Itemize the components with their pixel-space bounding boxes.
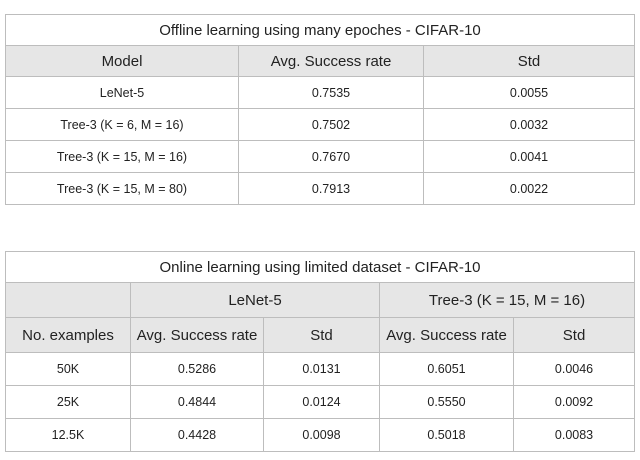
column-header-model: Model	[5, 45, 239, 77]
group-header-lenet: LeNet-5	[130, 282, 380, 318]
column-header-no-examples: No. examples	[5, 317, 131, 353]
table-row: 12.5K 0.4428 0.0098 0.5018 0.0083	[5, 418, 636, 452]
column-header-std: Std	[263, 317, 380, 353]
std-cell: 0.0046	[512, 352, 636, 386]
success-rate-cell: 0.5018	[379, 418, 514, 452]
std-cell: 0.0083	[512, 418, 636, 452]
std-cell: 0.0055	[422, 76, 636, 109]
model-cell: Tree-3 (K = 15, M = 80)	[5, 172, 239, 205]
column-header-avg-success-rate: Avg. Success rate	[379, 317, 514, 353]
success-rate-cell: 0.4428	[130, 418, 264, 452]
online-learning-table: Online learning using limited dataset - …	[4, 251, 636, 452]
success-rate-cell: 0.4844	[130, 385, 264, 419]
column-header-avg-success-rate: Avg. Success rate	[130, 317, 264, 353]
std-cell: 0.0022	[422, 172, 636, 205]
success-rate-cell: 0.5286	[130, 352, 264, 386]
std-cell: 0.0092	[512, 385, 636, 419]
column-header-std: Std	[422, 45, 636, 77]
table-row: 50K 0.5286 0.0131 0.6051 0.0046	[5, 352, 636, 386]
examples-cell: 25K	[5, 385, 131, 419]
column-header-avg-success-rate: Avg. Success rate	[238, 45, 424, 77]
table-row: Tree-3 (K = 6, M = 16) 0.7502 0.0032	[5, 108, 636, 141]
success-rate-cell: 0.7535	[238, 76, 424, 109]
column-header-std: Std	[512, 317, 636, 353]
success-rate-cell: 0.6051	[379, 352, 514, 386]
model-cell: LeNet-5	[5, 76, 239, 109]
model-cell: Tree-3 (K = 15, M = 16)	[5, 140, 239, 173]
success-rate-cell: 0.7913	[238, 172, 424, 205]
empty-header-cell	[5, 282, 131, 318]
table-caption: Online learning using limited dataset - …	[4, 251, 636, 283]
examples-cell: 50K	[5, 352, 131, 386]
success-rate-cell: 0.5550	[379, 385, 514, 419]
std-cell: 0.0098	[263, 418, 380, 452]
group-header-tree: Tree-3 (K = 15, M = 16)	[378, 282, 636, 318]
std-cell: 0.0041	[422, 140, 636, 173]
success-rate-cell: 0.7670	[238, 140, 424, 173]
table-row: Tree-3 (K = 15, M = 16) 0.7670 0.0041	[5, 140, 636, 173]
table-row: 25K 0.4844 0.0124 0.5550 0.0092	[5, 385, 636, 419]
offline-learning-table: Offline learning using many epoches - CI…	[4, 14, 636, 205]
std-cell: 0.0032	[422, 108, 636, 141]
model-cell: Tree-3 (K = 6, M = 16)	[5, 108, 239, 141]
table-row: Tree-3 (K = 15, M = 80) 0.7913 0.0022	[5, 172, 636, 205]
examples-cell: 12.5K	[5, 418, 131, 452]
table-caption: Offline learning using many epoches - CI…	[4, 14, 636, 46]
std-cell: 0.0131	[263, 352, 380, 386]
success-rate-cell: 0.7502	[238, 108, 424, 141]
table-row: LeNet-5 0.7535 0.0055	[5, 76, 636, 109]
std-cell: 0.0124	[263, 385, 380, 419]
